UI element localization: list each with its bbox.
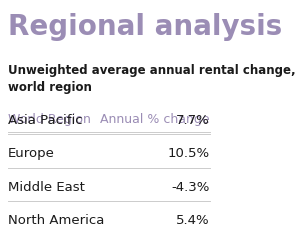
Text: Asia Pacific: Asia Pacific xyxy=(8,114,82,127)
Text: Middle East: Middle East xyxy=(8,181,85,194)
Text: Unweighted average annual rental change, by
world region: Unweighted average annual rental change,… xyxy=(8,64,300,94)
Text: 5.4%: 5.4% xyxy=(176,214,210,227)
Text: North America: North America xyxy=(8,214,104,227)
Text: Europe: Europe xyxy=(8,147,55,160)
Text: 7.7%: 7.7% xyxy=(176,114,210,127)
Text: Regional analysis: Regional analysis xyxy=(8,13,282,41)
Text: -4.3%: -4.3% xyxy=(172,181,210,194)
Text: World Region: World Region xyxy=(8,113,91,126)
Text: Annual % change: Annual % change xyxy=(100,113,210,126)
Text: 10.5%: 10.5% xyxy=(168,147,210,160)
